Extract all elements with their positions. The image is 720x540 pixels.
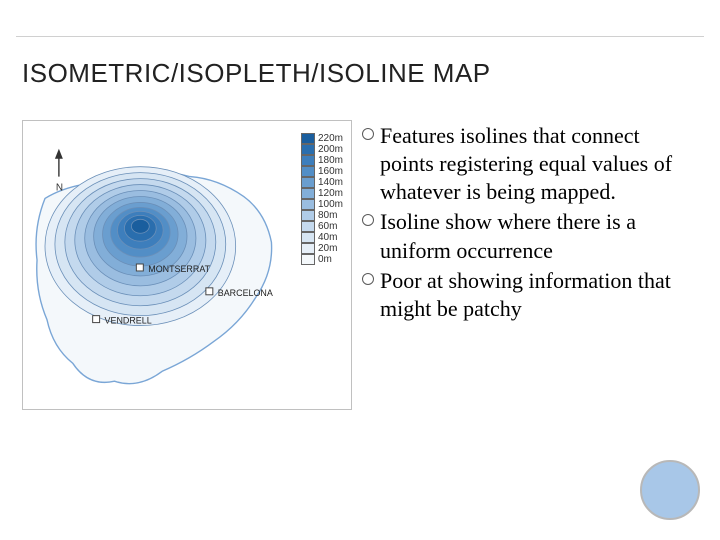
compass-icon: N <box>55 149 63 194</box>
legend-swatch <box>301 144 315 155</box>
legend-label: 160m <box>318 167 343 177</box>
legend-swatch <box>301 166 315 177</box>
legend-label: 120m <box>318 189 343 199</box>
bullet-list: Features isolines that connect points re… <box>362 120 698 500</box>
bullet-text: Poor at showing information that might b… <box>380 267 698 323</box>
legend-row: 60m <box>301 221 343 232</box>
bullet-text: Features isolines that connect points re… <box>380 122 698 206</box>
legend-row: 180m <box>301 155 343 166</box>
svg-text:N: N <box>56 183 63 194</box>
legend-label: 0m <box>318 255 332 265</box>
city-label-barcelona: BARCELONA <box>218 288 273 298</box>
legend-label: 20m <box>318 244 337 254</box>
legend-swatch <box>301 254 315 265</box>
legend-swatch <box>301 177 315 188</box>
legend-swatch <box>301 243 315 254</box>
legend-label: 200m <box>318 145 343 155</box>
legend-row: 40m <box>301 232 343 243</box>
legend-label: 40m <box>318 233 337 243</box>
contour-bands <box>45 167 236 326</box>
slide-title: ISOMETRIC/ISOPLETH/ISOLINE MAP <box>22 58 491 89</box>
map-figure: MONTSERRAT BARCELONA VENDRELL N 220m200m… <box>22 120 352 410</box>
content-area: MONTSERRAT BARCELONA VENDRELL N 220m200m… <box>22 120 698 500</box>
legend-swatch <box>301 221 315 232</box>
legend-row: 80m <box>301 210 343 221</box>
legend-swatch <box>301 210 315 221</box>
bullet-text: Isoline show where there is a uniform oc… <box>380 208 698 264</box>
legend-row: 160m <box>301 166 343 177</box>
legend-swatch <box>301 232 315 243</box>
legend-label: 100m <box>318 200 343 210</box>
legend-row: 120m <box>301 188 343 199</box>
legend-label: 220m <box>318 134 343 144</box>
legend-row: 20m <box>301 243 343 254</box>
legend-swatch <box>301 199 315 210</box>
legend-row: 0m <box>301 254 343 265</box>
top-divider <box>16 36 704 37</box>
legend-row: 200m <box>301 144 343 155</box>
legend-swatch <box>301 155 315 166</box>
map-legend: 220m200m180m160m140m120m100m80m60m40m20m… <box>301 133 343 265</box>
legend-label: 140m <box>318 178 343 188</box>
bullet-item: Features isolines that connect points re… <box>362 122 698 206</box>
legend-swatch <box>301 188 315 199</box>
legend-row: 140m <box>301 177 343 188</box>
bullet-circle-icon <box>362 214 374 226</box>
bullet-item: Isoline show where there is a uniform oc… <box>362 208 698 264</box>
legend-label: 180m <box>318 156 343 166</box>
legend-label: 60m <box>318 222 337 232</box>
city-label-montserrat: MONTSERRAT <box>148 264 210 274</box>
city-label-vendrell: VENDRELL <box>105 316 152 326</box>
decorative-corner-circle <box>640 460 700 520</box>
bullet-circle-icon <box>362 128 374 140</box>
bullet-circle-icon <box>362 273 374 285</box>
legend-label: 80m <box>318 211 337 221</box>
legend-row: 220m <box>301 133 343 144</box>
legend-row: 100m <box>301 199 343 210</box>
bullet-item: Poor at showing information that might b… <box>362 267 698 323</box>
legend-swatch <box>301 133 315 144</box>
